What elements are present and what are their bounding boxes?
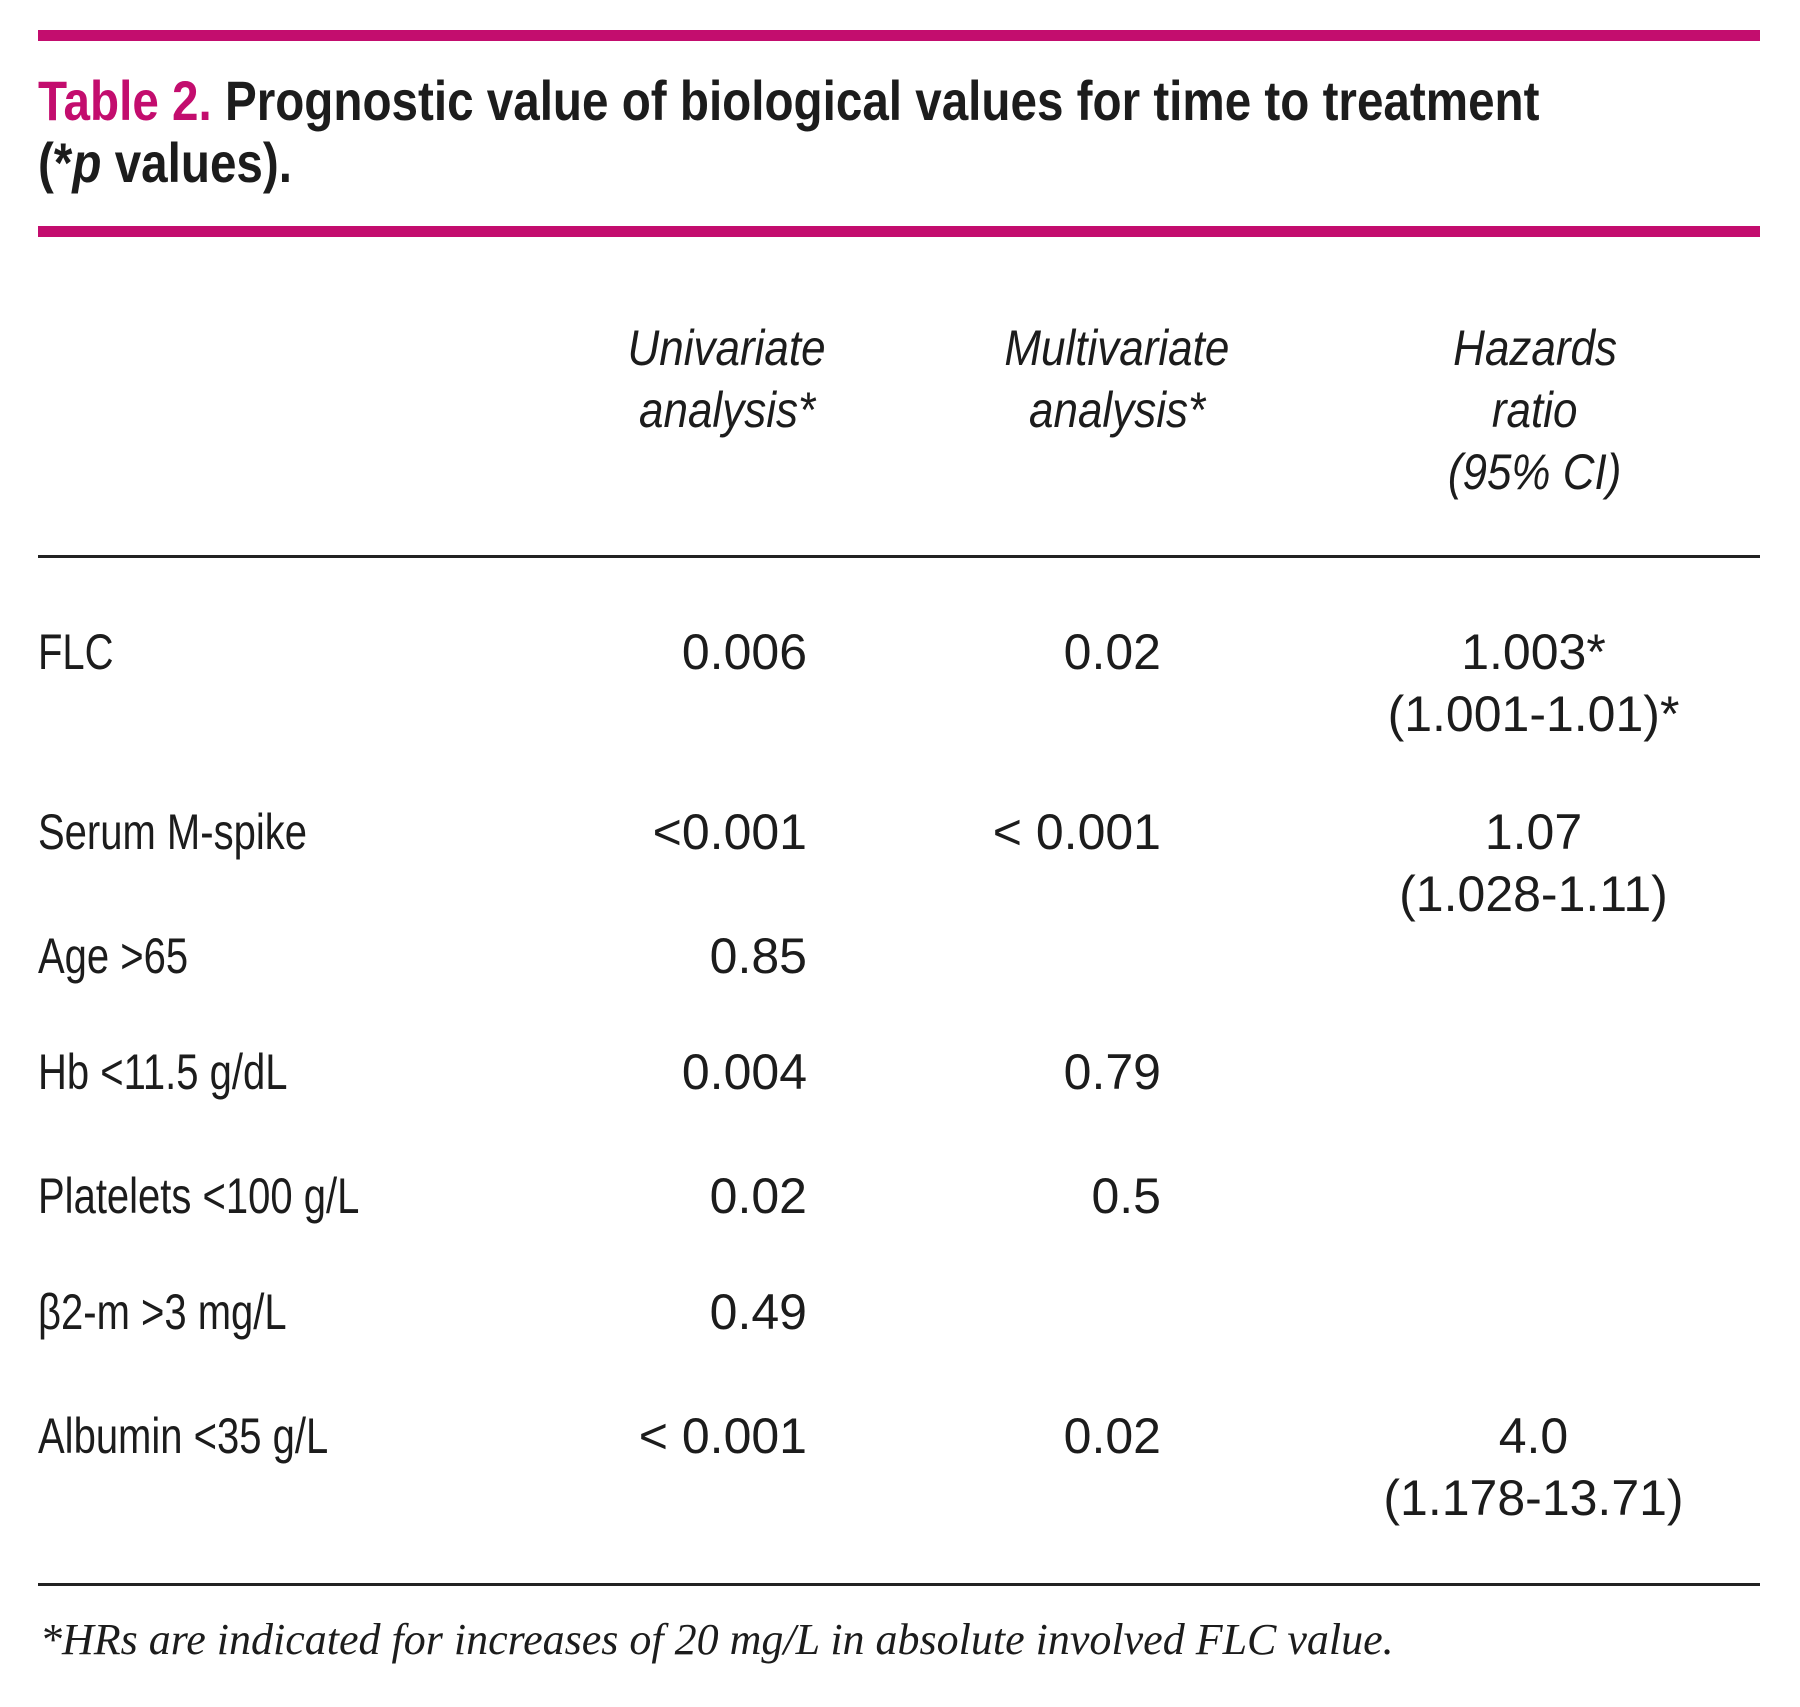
footnote: *HRs are indicated for increases of 20 m…: [40, 1615, 1394, 1664]
multivariate-value: < 0.001: [992, 804, 1161, 860]
accent-bar-under-title: [38, 226, 1760, 237]
hazards-ratio-value: 1.07 (1.028-1.11): [1161, 801, 1760, 925]
univariate-value: 0.02: [709, 1168, 807, 1224]
multivariate-value: 0.79: [1063, 1044, 1161, 1100]
column-header-hazards-line1: Hazards: [1453, 320, 1617, 376]
column-header-univariate-line1: Univariate: [627, 320, 827, 376]
univariate-value: 0.004: [681, 1044, 807, 1100]
hazards-ratio-value: 4.0 (1.178-13.71): [1161, 1405, 1760, 1529]
accent-bar-top: [38, 30, 1760, 41]
hazards-ratio-value: [1161, 1165, 1760, 1227]
column-header-hazards-ratio: Hazards ratio (95% CI): [1335, 317, 1735, 503]
table-title-paren-close: values).: [101, 131, 292, 194]
univariate-value: 0.85: [709, 928, 807, 984]
hazards-ratio-line2: (1.001-1.01)*: [1387, 686, 1680, 742]
footer-rule: [38, 1583, 1760, 1586]
row-label: Hb <11.5 g/dL: [38, 1044, 288, 1100]
column-header-multivariate-line2: analysis*: [1028, 382, 1206, 438]
row-label: Platelets <100 g/L: [38, 1168, 360, 1224]
table-row-hb: Hb <11.5 g/dL 0.004 0.79: [38, 1041, 1760, 1103]
univariate-value: < 0.001: [638, 1408, 807, 1464]
multivariate-value: [807, 1281, 1161, 1343]
header-rule: [38, 555, 1760, 558]
hazards-ratio-value: [1161, 1281, 1760, 1343]
column-header-univariate-line2: analysis*: [638, 382, 816, 438]
column-header-hazards-line2: ratio: [1492, 382, 1578, 438]
table-title-paren-open: (*: [38, 131, 73, 194]
multivariate-value: [807, 925, 1161, 987]
multivariate-value: 0.02: [1063, 1408, 1161, 1464]
table-title-label: Table 2.: [38, 69, 212, 132]
row-label: Serum M-spike: [38, 804, 307, 860]
table-row-serum-m-spike: Serum M-spike <0.001 < 0.001 1.07 (1.028…: [38, 801, 1760, 925]
column-header-multivariate-line1: Multivariate: [1004, 320, 1230, 376]
table-title: Table 2. Prognostic value of biological …: [38, 70, 1760, 194]
hazards-ratio-value: 1.003* (1.001-1.01)*: [1161, 621, 1760, 745]
multivariate-value: 0.5: [1091, 1168, 1161, 1224]
table-title-p-italic: p: [72, 131, 102, 194]
column-header-hazards-line3: (95% CI): [1448, 444, 1622, 500]
hazards-ratio-line2: (1.028-1.11): [1399, 866, 1668, 922]
table-row-flc: FLC 0.006 0.02 1.003* (1.001-1.01)*: [38, 621, 1760, 745]
hazards-ratio-line1: 4.0: [1498, 1408, 1569, 1464]
table-row-beta2-microglobulin: β2-m >3 mg/L 0.49: [38, 1281, 1760, 1343]
univariate-value: 0.49: [709, 1284, 807, 1340]
hazards-ratio-value: [1161, 1041, 1760, 1103]
table-title-line2: (*p values).: [38, 132, 1760, 194]
hazards-ratio-value: [1161, 925, 1760, 987]
column-header-multivariate: Multivariate analysis*: [917, 317, 1317, 441]
hazards-ratio-line1: 1.003*: [1461, 624, 1606, 680]
univariate-value: 0.006: [681, 624, 807, 680]
hazards-ratio-line1: 1.07: [1484, 804, 1583, 860]
univariate-value: <0.001: [652, 804, 807, 860]
row-label: FLC: [38, 624, 114, 680]
row-label: β2-m >3 mg/L: [38, 1284, 287, 1340]
multivariate-value: 0.02: [1063, 624, 1161, 680]
table-row-platelets: Platelets <100 g/L 0.02 0.5: [38, 1165, 1760, 1227]
table-row-age: Age >65 0.85: [38, 925, 1760, 987]
table-row-albumin: Albumin <35 g/L < 0.001 0.02 4.0 (1.178-…: [38, 1405, 1760, 1529]
hazards-ratio-line2: (1.178-13.71): [1383, 1470, 1684, 1526]
table-title-text: Prognostic value of biological values fo…: [211, 69, 1540, 132]
table-title-line1: Table 2. Prognostic value of biological …: [38, 70, 1760, 132]
column-header-univariate: Univariate analysis*: [527, 317, 927, 441]
row-label: Age >65: [38, 928, 189, 984]
row-label: Albumin <35 g/L: [38, 1408, 329, 1464]
